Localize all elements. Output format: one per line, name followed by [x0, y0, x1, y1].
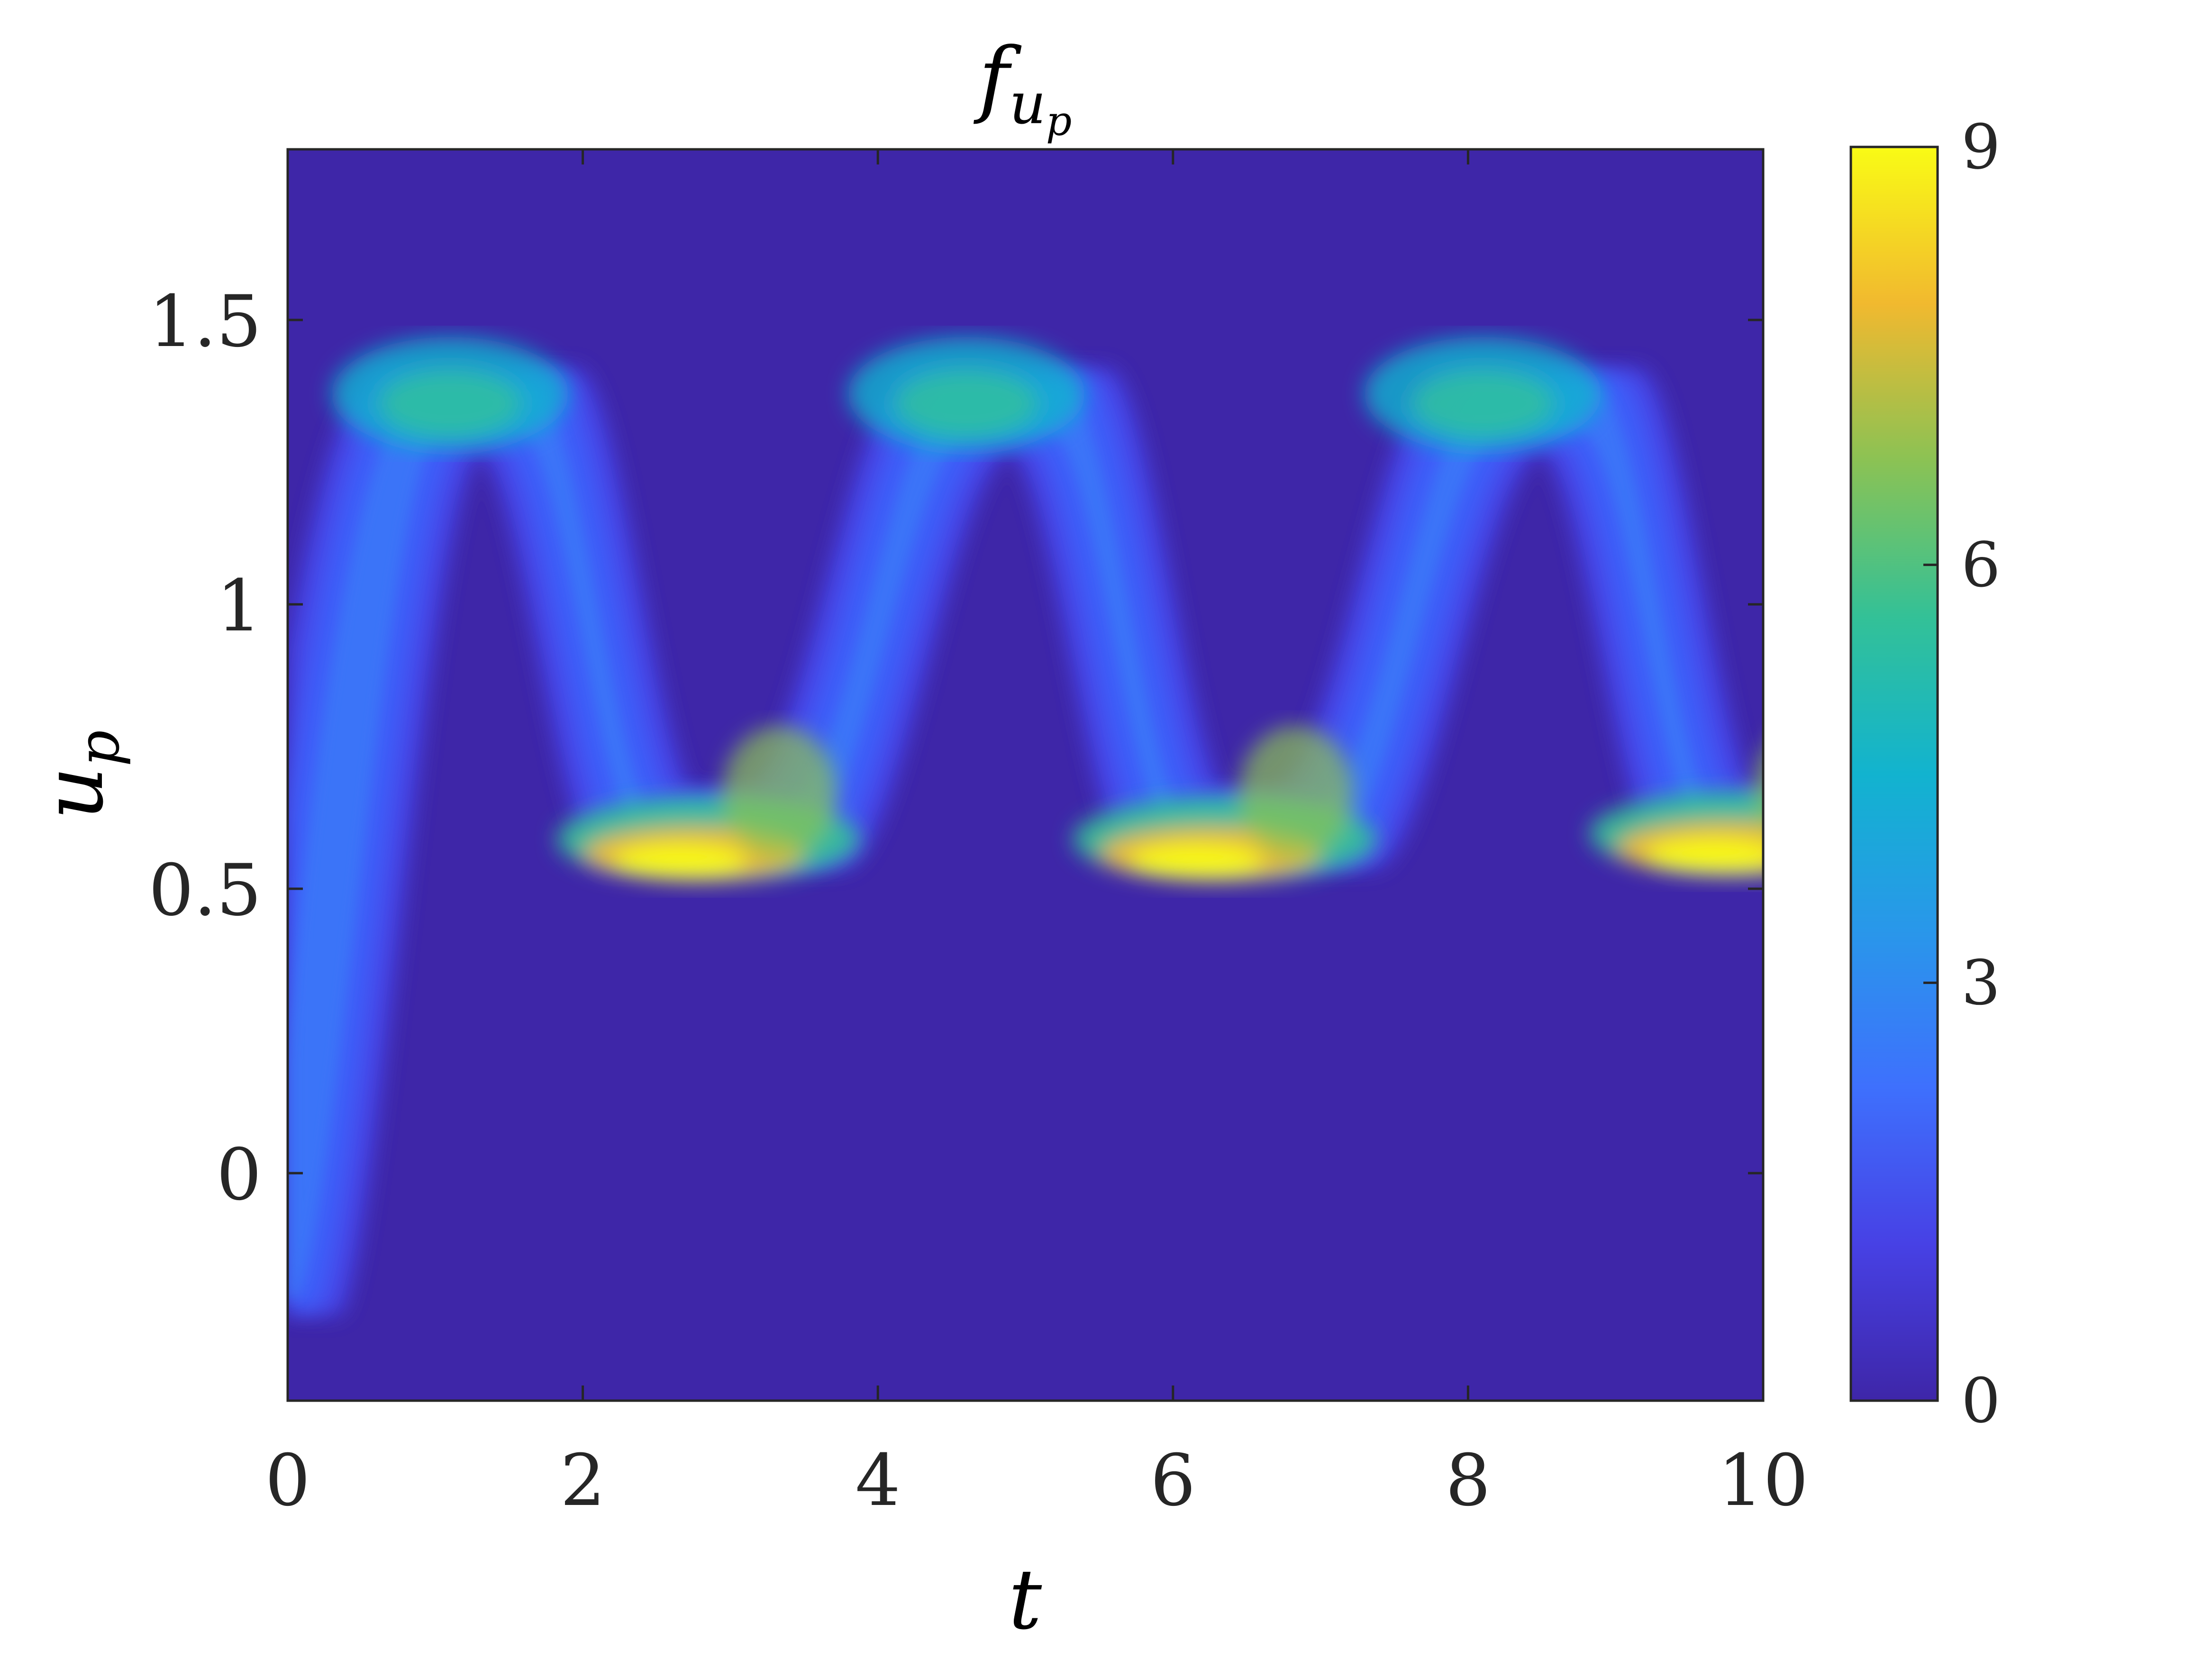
- density-hotspot: [1364, 337, 1602, 451]
- density-hotspot: [556, 726, 860, 882]
- y-tick-label: 1.5: [148, 281, 262, 363]
- y-axis: 0 0.5 1 1.5: [148, 281, 1763, 1216]
- colorbar-tick-label: 6: [1961, 529, 2001, 601]
- x-tick-label: 4: [855, 1440, 900, 1522]
- density-hotspot: [847, 337, 1085, 451]
- x-tick-label: 0: [265, 1440, 310, 1522]
- y-label-sub: p: [66, 730, 132, 766]
- y-tick-label: 0.5: [148, 849, 262, 932]
- plot-background: [288, 149, 1763, 1401]
- x-tick-label: 8: [1446, 1440, 1491, 1522]
- plot-frame: [286, 148, 1765, 1402]
- title-sub2: p: [1046, 98, 1072, 145]
- density-band-mid: [288, 374, 1763, 1310]
- chart-title: fup: [974, 30, 1072, 145]
- colorbar-axis: 0 3 6 9: [1923, 111, 2001, 1437]
- x-tick-label: 2: [560, 1440, 605, 1522]
- density-hotspot: [1589, 752, 1763, 876]
- y-tick-label: 0: [217, 1134, 262, 1216]
- colorbar-tick-label: 0: [1961, 1365, 2001, 1437]
- density-band-core: [288, 385, 1763, 1298]
- colorbar-tick-label: 9: [1961, 111, 2001, 183]
- density-hotspot: [331, 337, 569, 451]
- x-tick-label: 6: [1150, 1440, 1195, 1522]
- x-tick-label: 10: [1718, 1440, 1809, 1522]
- x-axis: 0 2 4 6 8 10: [265, 149, 1808, 1522]
- y-axis-label: up: [26, 730, 132, 820]
- y-label-base: u: [26, 766, 122, 820]
- colorbar: [1849, 146, 1939, 1402]
- density-band: [288, 337, 1763, 1315]
- colorbar-tick-label: 3: [1961, 947, 2001, 1019]
- x-axis-label: t: [1009, 1552, 1042, 1648]
- svg-text:up: up: [26, 730, 132, 820]
- y-tick-label: 1: [217, 565, 262, 647]
- density-hotspot: [1073, 726, 1376, 882]
- title-sub1: u: [1010, 71, 1046, 137]
